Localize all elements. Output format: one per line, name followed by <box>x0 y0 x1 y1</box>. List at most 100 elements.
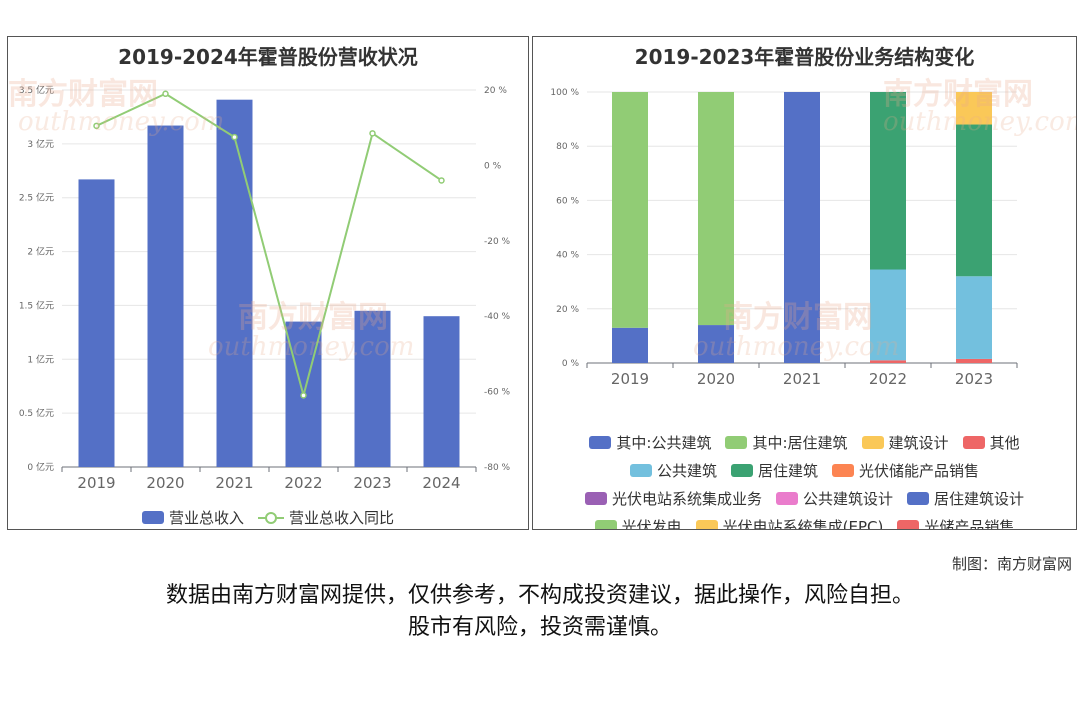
bar-segment <box>698 92 734 326</box>
legend-item[interactable]: 公共建筑设计 <box>775 488 893 509</box>
structure-legend: 其中:公共建筑 其中:居住建筑 建筑设计 其他公共建筑 居住建筑 光伏储能产品销售光伏电站… <box>533 432 1076 530</box>
legend-label: 光伏发电 <box>621 518 682 530</box>
line-point <box>231 133 238 141</box>
legend-row: 其中:公共建筑 其中:居住建筑 建筑设计 其他 <box>533 432 1076 453</box>
legend-item-revenue[interactable]: 营业总收入 <box>141 507 244 528</box>
legend-label: 营业总收入同比 <box>289 509 395 527</box>
y-tick-label: 2.5 亿元 <box>19 192 54 204</box>
y-tick-label: 100 % <box>550 88 579 98</box>
legend-item[interactable]: 其中:公共建筑 <box>589 432 711 453</box>
chart-credit: 制图：南方财富网 <box>951 555 1072 573</box>
legend-swatch <box>584 492 607 505</box>
y-tick-label: 40 % <box>556 251 579 261</box>
legend-item[interactable]: 居住建筑设计 <box>907 488 1024 509</box>
legend-label: 其中:公共建筑 <box>616 434 712 452</box>
y-tick-label: 80 % <box>556 142 579 152</box>
x-tick-label: 2022 <box>284 474 322 492</box>
revenue-chart: 0 亿元 0.5 亿元 1 亿元 1.5 亿元 2 亿元 2.5 亿元 3 亿元 3.5 亿元… <box>19 84 511 492</box>
y-tick-label: 2 亿元 <box>27 246 54 258</box>
legend-item[interactable]: 光伏电站系统集成业务 <box>584 488 762 509</box>
disclaimer-line: 数据由南方财富网提供，仅供参考，不构成投资建议，据此操作，风险自担。 <box>165 583 914 608</box>
bar-revenue <box>147 125 184 467</box>
legend-label: 其他 <box>989 434 1020 452</box>
y2-tick-label: 20 % <box>484 86 507 96</box>
bar-segment <box>784 92 820 363</box>
line-point <box>438 177 445 184</box>
bar-segment <box>956 124 992 277</box>
bar-segment <box>870 360 906 363</box>
revenue-legend: 营业总收入 营业总收入同比 <box>8 507 528 529</box>
bar-segment <box>698 325 734 363</box>
legend-row: 光伏电站系统集成业务 公共建筑设计 居住建筑设计 <box>533 488 1076 509</box>
legend-swatch <box>775 492 798 505</box>
disclaimer: 数据由南方财富网提供，仅供参考，不构成投资建议，据此操作，风险自担。 股市有风险… <box>0 580 1080 644</box>
legend-item[interactable]: 光储产品销售 <box>897 516 1015 530</box>
x-tick-label: 2020 <box>146 474 184 492</box>
x-tick-label: 2024 <box>422 474 460 492</box>
y-tick-label: 1 亿元 <box>27 353 54 365</box>
legend-item[interactable]: 其中:居住建筑 <box>725 432 848 453</box>
bar-revenue <box>78 179 115 467</box>
legend-item[interactable]: 光伏发电 <box>594 516 682 530</box>
legend-label: 公共建筑设计 <box>802 490 893 508</box>
legend-swatch <box>141 511 164 524</box>
legend-row: 光伏发电 光伏电站系统集成(EPC) 光储产品销售 <box>533 516 1076 530</box>
disclaimer-line: 股市有风险，投资需谨慎。 <box>407 615 672 640</box>
legend-label: 光伏电站系统集成(EPC) <box>722 518 884 530</box>
legend-item[interactable]: 光伏电站系统集成(EPC) <box>695 516 884 530</box>
x-tick-label: 2021 <box>215 474 253 492</box>
legend-label: 光储产品销售 <box>924 518 1015 530</box>
legend-label: 公共建筑 <box>656 462 717 480</box>
y-tick-label: 3 亿元 <box>27 138 54 150</box>
legend-swatch <box>861 436 884 449</box>
legend-swatch <box>962 436 985 449</box>
legend-item[interactable]: 公共建筑 <box>629 460 717 481</box>
x-tick-label: 2023 <box>353 474 391 492</box>
legend-item-revenue-yoy[interactable]: 营业总收入同比 <box>258 507 394 528</box>
legend-label: 营业总收入 <box>168 509 244 527</box>
x-tick-label: 2019 <box>611 370 649 388</box>
legend-label: 居住建筑 <box>757 462 818 480</box>
y2-tick-label: -40 % <box>484 312 511 322</box>
legend-label: 光伏电站系统集成业务 <box>611 490 762 508</box>
legend-item[interactable]: 居住建筑 <box>730 460 818 481</box>
line-point <box>162 90 169 98</box>
line-point <box>369 130 376 137</box>
y-tick-label: 1.5 亿元 <box>19 299 54 311</box>
bar-segment <box>612 92 648 328</box>
revenue-chart-panel: 南方财富网 outhmoney.com 南方财富网 outhmoney.com … <box>7 36 529 530</box>
x-tick-label: 2019 <box>77 474 115 492</box>
line-legend-icon <box>258 511 284 524</box>
legend-swatch <box>897 520 920 529</box>
y-tick-label: 20 % <box>556 305 579 315</box>
chart-title: 2019-2024年霍普股份营收状况 <box>118 45 418 69</box>
bar-segment <box>956 276 992 359</box>
structure-chart: 0 % 20 % 40 % 60 % 80 % 100 % 2019 2020 2021 2022… <box>550 88 1018 388</box>
line-revenue-yoy <box>96 92 443 400</box>
structure-chart-panel: 南方财富网 outhmoney.com 南方财富网 outhmoney.com … <box>532 36 1077 530</box>
bar-segment <box>956 358 992 363</box>
chart-title: 2019-2023年霍普股份业务结构变化 <box>634 45 975 69</box>
legend-item[interactable]: 其他 <box>962 432 1020 453</box>
line-point <box>300 392 307 399</box>
legend-swatch <box>695 520 718 529</box>
bar-segment <box>956 92 992 125</box>
bar-segment <box>870 269 906 361</box>
y-tick-label: 60 % <box>556 196 579 206</box>
x-tick-label: 2020 <box>697 370 735 388</box>
legend-swatch <box>594 520 617 529</box>
legend-swatch <box>730 464 753 477</box>
bar-revenue <box>423 316 460 467</box>
legend-item[interactable]: 建筑设计 <box>861 432 949 453</box>
legend-label: 建筑设计 <box>888 434 949 452</box>
y-tick-label: 3.5 亿元 <box>19 84 54 96</box>
y-tick-label: 0.5 亿元 <box>19 407 54 419</box>
legend-item[interactable]: 光伏储能产品销售 <box>832 460 979 481</box>
y2-tick-label: -80 % <box>484 463 511 473</box>
y-tick-label: 0 亿元 <box>27 461 54 473</box>
line-point <box>93 122 100 130</box>
y2-tick-label: -20 % <box>484 237 511 247</box>
x-tick-label: 2021 <box>783 370 821 388</box>
y-tick-label: 0 % <box>562 359 580 369</box>
legend-swatch <box>832 464 854 477</box>
